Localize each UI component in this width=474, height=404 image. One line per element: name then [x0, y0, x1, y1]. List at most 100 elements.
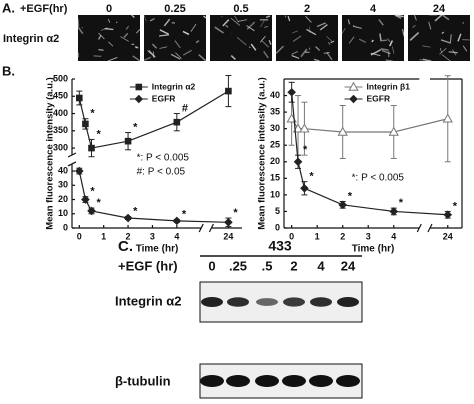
band [336, 375, 360, 387]
x-tick-label: 1 [101, 231, 106, 241]
point [348, 81, 359, 91]
legend-label: EGFR [367, 93, 391, 103]
cell-edge [175, 52, 182, 59]
cell-edge [409, 31, 420, 41]
cell-edge [387, 38, 391, 43]
cell-edge [422, 58, 432, 62]
treatment-label: +EGF (hr) [118, 258, 178, 273]
x-tick-label: 24 [223, 231, 233, 241]
x-tick-label: 4 [391, 231, 396, 241]
cell-edge [381, 39, 387, 42]
cell-edge [203, 15, 206, 19]
y-tick-label: 35 [270, 106, 280, 116]
lane-label: .25 [229, 258, 247, 273]
cell-edge [326, 52, 333, 61]
band [227, 297, 249, 307]
cell-edge [291, 30, 299, 34]
cell-edge [305, 15, 312, 23]
cell-edge [97, 34, 102, 40]
micrograph [408, 15, 470, 61]
cell-edge [222, 19, 230, 27]
cell-edge [352, 24, 355, 27]
cell-edge [198, 54, 207, 62]
x-tick-label: 2 [340, 231, 345, 241]
band [282, 375, 306, 387]
cell-edge [414, 14, 417, 21]
y-axis-label: Mean fluorescence intensity (a.u.) [257, 77, 268, 230]
cell-edge [182, 49, 192, 56]
cell-edge [330, 40, 335, 44]
axis-break [416, 223, 422, 233]
cell-edge [151, 43, 158, 49]
cell-edge [221, 16, 223, 18]
lane-label: 4 [317, 258, 325, 273]
cell-edge [412, 24, 416, 28]
point [292, 123, 304, 133]
x-axis-label: Time (hr) [136, 244, 179, 255]
cell-edge [313, 58, 320, 62]
cell-edge [77, 18, 80, 27]
axis-break [208, 223, 214, 233]
cell-edge [441, 31, 445, 35]
time-label: 0.25 [164, 3, 185, 15]
band [283, 297, 305, 307]
cell-edge [248, 46, 251, 49]
band [200, 375, 224, 387]
cell-edge [143, 56, 152, 61]
y-tick-label: 0 [63, 222, 68, 232]
x-tick-label: 2 [126, 231, 131, 241]
significance: * [348, 190, 353, 202]
point [300, 183, 309, 193]
significance: * [97, 128, 102, 140]
cell-edge [225, 24, 229, 28]
cell-edge [149, 18, 155, 22]
band [255, 375, 279, 387]
cell-edge [371, 39, 374, 43]
y-tick-label: 450 [53, 91, 68, 101]
cell-edge [98, 48, 104, 51]
y-tick-label: 500 [53, 73, 68, 83]
series-line [291, 118, 448, 133]
note: #: P < 0.05 [137, 167, 186, 178]
cell-edge [385, 59, 393, 62]
significance: * [303, 144, 308, 156]
cell-edge [131, 14, 135, 18]
y-tick-label: 5 [275, 206, 280, 216]
cell-edge [268, 39, 272, 45]
cell-edge [395, 14, 404, 18]
cell-edge [347, 19, 351, 25]
cell-edge [125, 25, 130, 30]
cell-edge [291, 51, 298, 55]
cell-line: 433 [268, 238, 292, 254]
cell-edge [439, 47, 447, 55]
series-line [78, 170, 229, 223]
significance: * [133, 206, 138, 218]
point [349, 94, 358, 104]
cell-edge [292, 35, 302, 42]
cell-edge [316, 22, 327, 28]
cell-edge [116, 21, 118, 24]
x-tick-label: 4 [174, 231, 179, 241]
cell-edge [300, 48, 308, 58]
cell-edge [246, 21, 256, 30]
point [82, 120, 89, 128]
cell-edge [428, 21, 432, 30]
cell-edge [174, 40, 181, 49]
cell-edge [379, 33, 382, 42]
y-tick-label: 300 [53, 142, 68, 152]
cell-edge [381, 49, 391, 55]
cell-edge [441, 14, 450, 21]
treatment-label: +EGF(hr) [20, 3, 68, 15]
axis-break [67, 152, 77, 158]
cell-edge [389, 40, 394, 47]
legend-label: Integrin β1 [367, 81, 411, 91]
x-tick-label: 0 [77, 231, 82, 241]
cell-edge [259, 35, 266, 43]
lane-label: 24 [341, 258, 356, 273]
x-tick-label: 1 [315, 231, 320, 241]
legend-label: EGFR [152, 93, 176, 103]
point [388, 126, 399, 136]
axis-break [198, 223, 204, 233]
panel-label: A. [2, 0, 15, 15]
